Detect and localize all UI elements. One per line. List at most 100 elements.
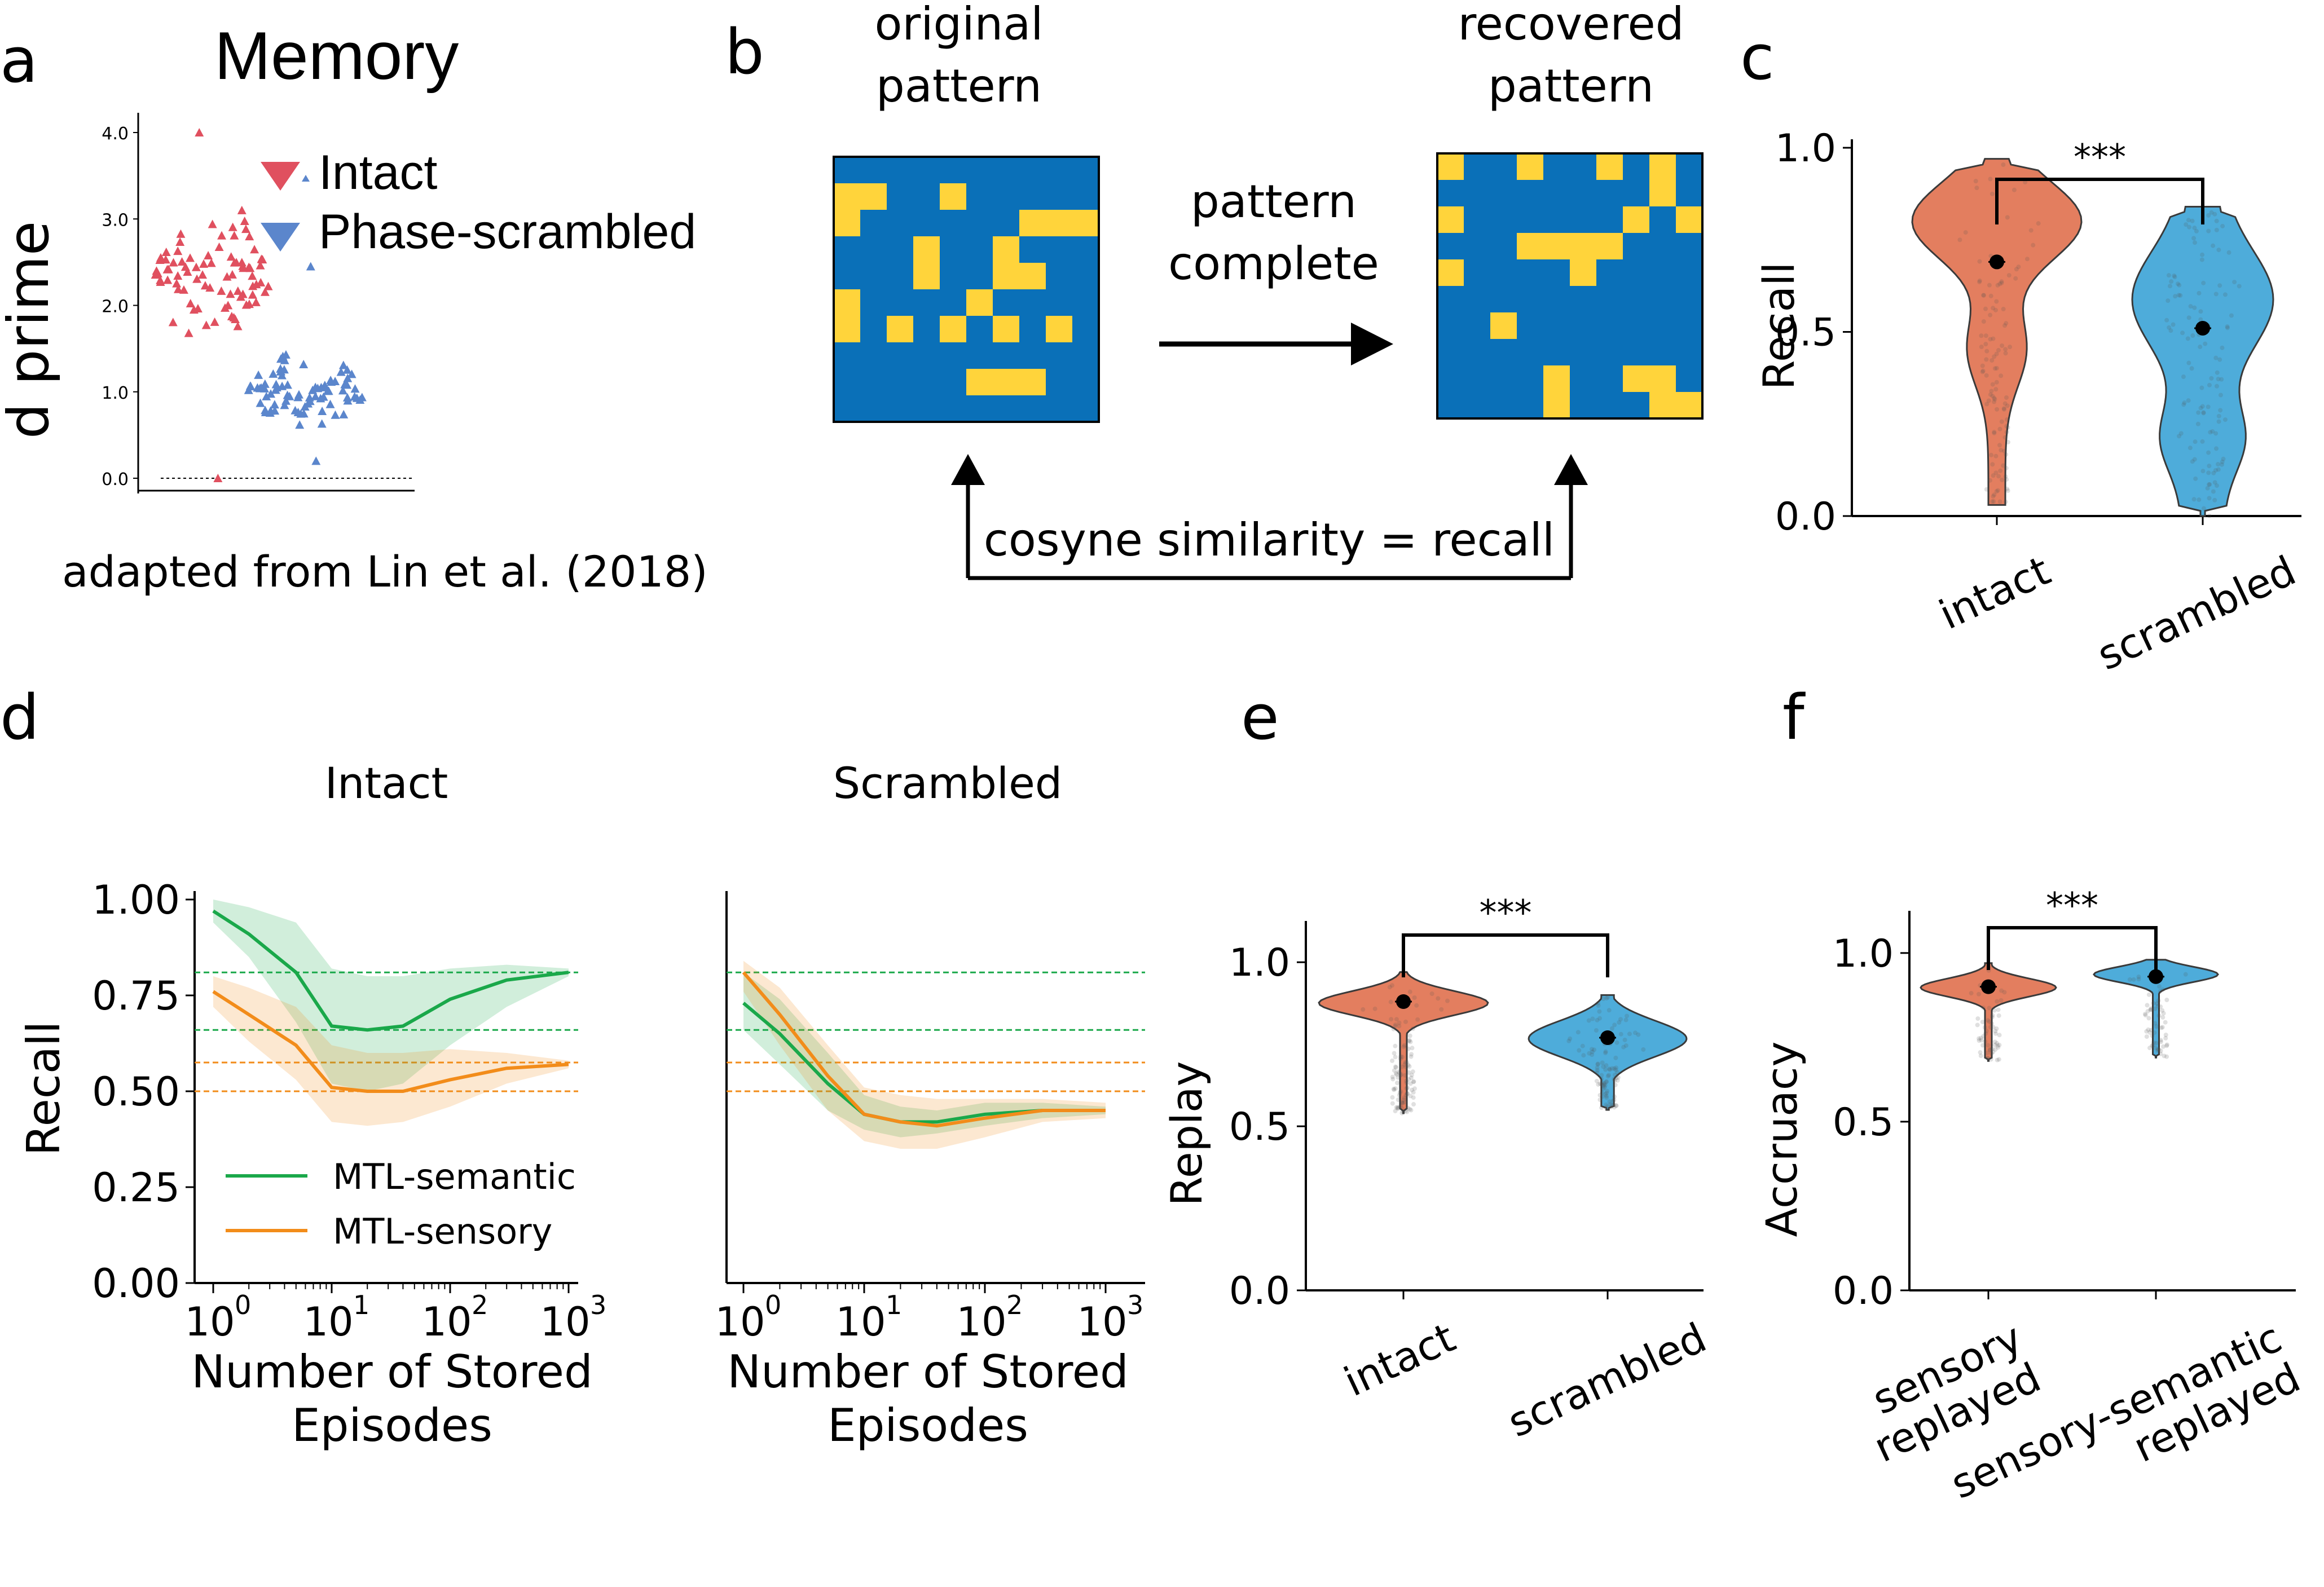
violin-point: [1996, 1007, 2001, 1012]
violin-point: [1601, 997, 1606, 1002]
violin-point: [2154, 1041, 2159, 1046]
violin-point: [2198, 309, 2203, 314]
violin-point: [2177, 283, 2182, 288]
violin-point: [1615, 1070, 1620, 1075]
violin-point: [1999, 279, 2004, 284]
violin-point: [1979, 345, 1984, 350]
violin-point: [1607, 1099, 1612, 1104]
violin-point: [1991, 494, 1996, 499]
d-xlabel-line: Episodes: [292, 1399, 492, 1452]
violin-point: [1396, 1097, 1401, 1102]
violin-point: [1984, 373, 1989, 378]
violin-point: [2186, 218, 2191, 223]
violin-point: [1980, 368, 1986, 373]
panel-d-right-xlabel: Number of Stored Episodes: [727, 1346, 1129, 1452]
a-point: [293, 393, 303, 402]
grid-cell-on: [1676, 206, 1702, 233]
violin-point: [2166, 273, 2171, 278]
violin-point: [2161, 1011, 2166, 1016]
violin-point: [2207, 482, 2212, 487]
violin-point: [2206, 404, 2211, 409]
grid-cell-on: [966, 369, 993, 395]
legend-sensory-label: MTL-sensory: [333, 1211, 552, 1252]
d-xtick-exponent: 2: [1006, 1290, 1023, 1320]
violin-point: [1995, 999, 2000, 1004]
a-point: [260, 287, 270, 296]
violin-point: [1402, 1043, 1407, 1048]
grid-cell-on: [1543, 233, 1570, 259]
a-point: [241, 224, 250, 233]
violin-point: [1411, 1095, 1416, 1100]
a-point: [355, 395, 365, 404]
violin-point: [1445, 998, 1450, 1003]
violin-point: [1406, 1046, 1411, 1051]
violin-point: [2196, 410, 2201, 415]
violin-point: [1404, 1078, 1409, 1083]
significance-label: ***: [2074, 136, 2126, 178]
violin-point: [2171, 322, 2176, 327]
violin-point: [2167, 325, 2172, 330]
violin-point: [2222, 417, 2228, 422]
violin-point: [1994, 365, 1999, 371]
a-point: [184, 328, 193, 337]
grid-cell-on: [1676, 392, 1702, 418]
violin-point: [2163, 1035, 2168, 1041]
a-point: [226, 289, 235, 298]
d-xtick-label: 10: [540, 1299, 590, 1345]
violin-point: [2216, 419, 2221, 424]
violin-point: [1409, 1052, 1414, 1057]
grid-cell-on: [1623, 206, 1649, 233]
violin-point: [2186, 360, 2191, 365]
violin-point: [2164, 1054, 2169, 1059]
panel-letter-d: d: [0, 681, 39, 753]
violin-point: [2209, 376, 2214, 381]
violin-point: [1977, 1036, 1982, 1041]
a-point: [237, 258, 247, 267]
violin-ytick-label: 1.0: [1775, 126, 1836, 171]
violin-point: [2149, 1007, 2154, 1012]
grid-cell-on: [887, 316, 913, 342]
category-label: intact: [1932, 546, 2057, 638]
legend-intact-small-marker: [302, 175, 310, 182]
violin-point: [1406, 1105, 1411, 1110]
violin-point: [2172, 273, 2177, 278]
a-point: [319, 382, 329, 391]
violin-point: [1992, 430, 1997, 435]
violin-point: [2214, 218, 2219, 223]
a-point: [256, 277, 266, 286]
violin-point: [2150, 1043, 2155, 1048]
violin-point: [2136, 975, 2141, 980]
violin-point: [2142, 1012, 2147, 1017]
violin-point: [1605, 1074, 1610, 1079]
violin-point: [1980, 369, 1985, 374]
violin-point: [1396, 1105, 1401, 1110]
violin-body: [1318, 971, 1489, 1114]
violin-point: [1408, 1081, 1413, 1086]
violin-point: [2216, 467, 2221, 472]
violin-point: [1404, 1060, 1409, 1065]
violin-point: [1392, 1087, 1397, 1092]
violin-point: [2001, 162, 2006, 167]
a-point: [173, 271, 183, 280]
d-xtick-exponent: 0: [235, 1290, 251, 1320]
violin-point: [1641, 1047, 1646, 1052]
violin-point: [2197, 497, 2202, 502]
a-point: [306, 262, 315, 271]
violin-point: [2144, 1029, 2149, 1034]
violin-point: [2207, 496, 2212, 501]
violin-point: [1990, 1015, 1995, 1020]
violin-point: [1391, 1086, 1396, 1091]
violin-point: [1995, 1057, 2000, 1063]
a-point: [278, 381, 287, 390]
a-point: [230, 258, 239, 267]
violin-point: [1402, 1095, 1407, 1100]
d-xtick-label: 10: [835, 1299, 886, 1345]
panel-a-ylabel: d prime: [0, 221, 61, 439]
legend-intact-marker: [261, 162, 300, 191]
violin-point: [2146, 1027, 2151, 1032]
violin-point: [1411, 1079, 1416, 1085]
violin-point: [2225, 325, 2230, 330]
panel-d: Intact Scrambled Recall 0.00 0.25 0.50 0.75…: [17, 758, 1145, 1452]
violin-point: [2214, 483, 2219, 488]
